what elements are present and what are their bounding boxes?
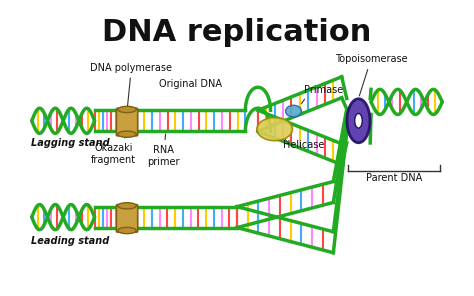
Text: Original DNA: Original DNA [159,79,222,89]
Text: DNA polymerase: DNA polymerase [91,62,173,106]
FancyBboxPatch shape [116,205,138,232]
Ellipse shape [286,105,301,117]
Ellipse shape [347,99,370,143]
Ellipse shape [118,106,136,112]
Ellipse shape [257,118,292,141]
Text: Helicase: Helicase [283,140,324,150]
Text: Okazaki
fragment: Okazaki fragment [91,137,136,165]
Text: Leading stand: Leading stand [31,236,109,245]
Text: RNA
primer: RNA primer [147,134,180,167]
Text: Topoisomerase: Topoisomerase [335,54,407,96]
Ellipse shape [118,227,136,234]
Text: Parent DNA: Parent DNA [366,173,422,183]
Ellipse shape [118,131,136,137]
FancyBboxPatch shape [116,108,138,136]
Ellipse shape [355,113,362,128]
Text: DNA replication: DNA replication [102,18,372,47]
Text: Lagging stand: Lagging stand [31,138,109,148]
Ellipse shape [118,203,136,209]
Text: Primase: Primase [304,85,343,95]
